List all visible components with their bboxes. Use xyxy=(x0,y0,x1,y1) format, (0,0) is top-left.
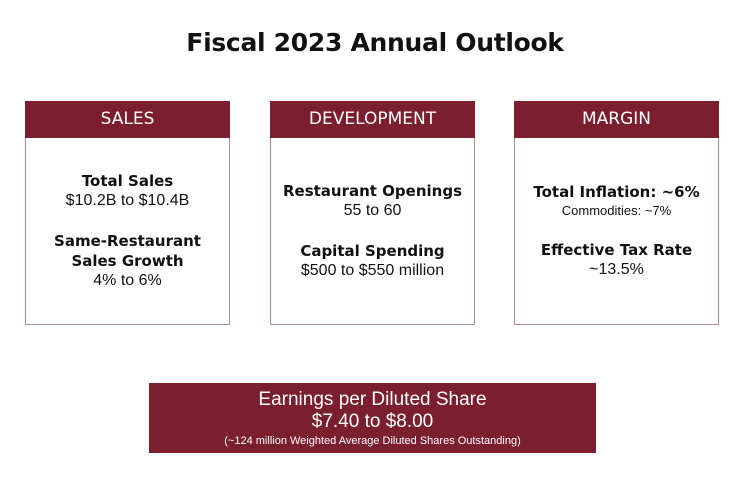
development-card-header: DEVELOPMENT xyxy=(270,101,475,138)
eps-value: $7.40 to $8.00 xyxy=(311,411,434,432)
sales-card: SALES Total Sales $10.2B to $10.4B Same-… xyxy=(25,101,230,325)
eps-banner: Earnings per Diluted Share $7.40 to $8.0… xyxy=(149,383,596,453)
eps-heading: Earnings per Diluted Share xyxy=(258,389,487,410)
restaurant-openings-value: 55 to 60 xyxy=(343,202,402,219)
total-inflation-label: Total Inflation: ~6% xyxy=(533,183,700,201)
margin-card-header: MARGIN xyxy=(514,101,719,138)
sales-card-header: SALES xyxy=(25,101,230,138)
restaurant-openings-label: Restaurant Openings xyxy=(282,182,463,200)
same-restaurant-sales-value: 4% to 6% xyxy=(93,272,162,289)
commodities-value: Commodities: ~7% xyxy=(561,203,672,218)
development-card-body: Restaurant Openings 55 to 60 Capital Spe… xyxy=(270,138,475,325)
restaurant-openings-block: Restaurant Openings 55 to 60 xyxy=(283,181,462,221)
page-title: Fiscal 2023 Annual Outlook xyxy=(186,28,564,57)
capital-spending-block: Capital Spending $500 to $550 million xyxy=(300,241,444,281)
same-restaurant-sales-label: Same-Restaurant Sales Growth xyxy=(54,232,201,270)
effective-tax-rate-block: Effective Tax Rate ~13.5% xyxy=(541,240,692,280)
total-sales-block: Total Sales $10.2B to $10.4B xyxy=(66,171,190,211)
total-inflation-block: Total Inflation: ~6% Commodities: ~7% xyxy=(533,182,699,220)
total-sales-value: $10.2B to $10.4B xyxy=(65,192,190,209)
same-restaurant-sales-block: Same-Restaurant Sales Growth 4% to 6% xyxy=(33,231,223,291)
capital-spending-label: Capital Spending xyxy=(300,242,445,260)
margin-card-body: Total Inflation: ~6% Commodities: ~7% Ef… xyxy=(514,138,719,325)
margin-card: MARGIN Total Inflation: ~6% Commodities:… xyxy=(514,101,719,325)
eps-note: (~124 million Weighted Average Diluted S… xyxy=(224,435,521,447)
total-sales-label: Total Sales xyxy=(81,172,174,190)
effective-tax-rate-label: Effective Tax Rate xyxy=(540,241,693,259)
development-card: DEVELOPMENT Restaurant Openings 55 to 60… xyxy=(270,101,475,325)
capital-spending-value: $500 to $550 million xyxy=(300,262,445,279)
effective-tax-rate-value: ~13.5% xyxy=(589,261,644,278)
sales-card-body: Total Sales $10.2B to $10.4B Same-Restau… xyxy=(25,138,230,325)
